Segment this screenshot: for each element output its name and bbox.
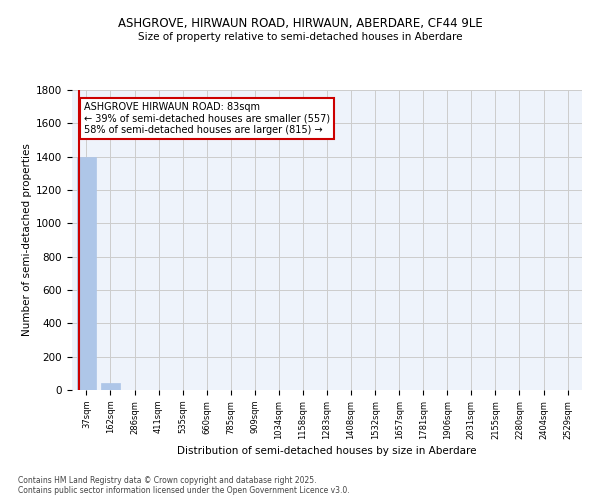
X-axis label: Distribution of semi-detached houses by size in Aberdare: Distribution of semi-detached houses by …	[177, 446, 477, 456]
Bar	[101, 384, 120, 390]
Text: Size of property relative to semi-detached houses in Aberdare: Size of property relative to semi-detach…	[138, 32, 462, 42]
Text: ASHGROVE, HIRWAUN ROAD, HIRWAUN, ABERDARE, CF44 9LE: ASHGROVE, HIRWAUN ROAD, HIRWAUN, ABERDAR…	[118, 18, 482, 30]
Bar	[77, 156, 96, 390]
Y-axis label: Number of semi-detached properties: Number of semi-detached properties	[22, 144, 32, 336]
Text: Contains HM Land Registry data © Crown copyright and database right 2025.
Contai: Contains HM Land Registry data © Crown c…	[18, 476, 350, 495]
Text: ASHGROVE HIRWAUN ROAD: 83sqm
← 39% of semi-detached houses are smaller (557)
58%: ASHGROVE HIRWAUN ROAD: 83sqm ← 39% of se…	[84, 102, 330, 135]
